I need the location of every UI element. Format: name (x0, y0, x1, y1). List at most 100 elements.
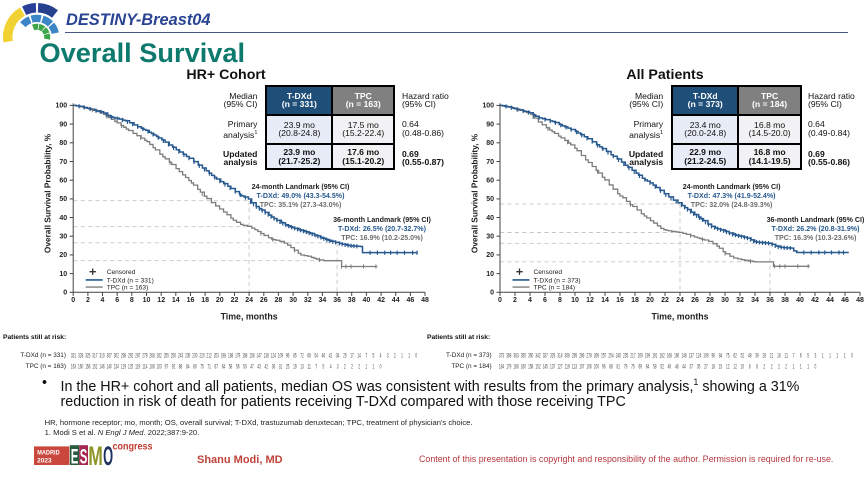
svg-text:40: 40 (59, 215, 67, 222)
svg-text:113: 113 (572, 364, 578, 370)
svg-text:254: 254 (608, 353, 614, 359)
svg-text:64: 64 (222, 364, 226, 370)
svg-text:230: 230 (192, 353, 198, 359)
svg-text:88: 88 (609, 364, 613, 370)
svg-text:34: 34 (319, 297, 327, 304)
svg-text:109: 109 (703, 353, 709, 359)
svg-text:10: 10 (143, 297, 151, 304)
svg-text:48: 48 (675, 364, 679, 370)
svg-text:2: 2 (771, 364, 773, 370)
svg-text:75: 75 (200, 364, 204, 370)
svg-text:137: 137 (689, 353, 695, 359)
svg-text:79: 79 (624, 364, 628, 370)
svg-text:67: 67 (215, 364, 219, 370)
svg-text:20: 20 (59, 252, 67, 259)
svg-text:36: 36 (766, 297, 774, 304)
svg-text:160: 160 (78, 364, 84, 370)
svg-text:62: 62 (733, 353, 737, 359)
svg-text:337: 337 (543, 353, 549, 359)
svg-text:7: 7 (793, 353, 795, 359)
svg-text:48: 48 (421, 297, 429, 304)
svg-text:7: 7 (365, 353, 367, 359)
svg-text:S: S (80, 445, 88, 468)
svg-text:317: 317 (92, 353, 98, 359)
svg-text:217: 217 (630, 353, 636, 359)
svg-text:179: 179 (506, 364, 512, 370)
svg-text:6: 6 (800, 353, 802, 359)
svg-text:42: 42 (265, 364, 269, 370)
svg-text:0: 0 (380, 364, 382, 370)
svg-text:107: 107 (579, 364, 585, 370)
svg-text:11: 11 (785, 353, 789, 359)
svg-text:2: 2 (394, 353, 396, 359)
svg-text:137: 137 (550, 364, 556, 370)
svg-text:Time, months: Time, months (221, 312, 278, 322)
svg-text:20: 20 (646, 297, 654, 304)
svg-text:38: 38 (348, 297, 356, 304)
svg-text:17: 17 (350, 353, 354, 359)
svg-text:145: 145 (543, 364, 549, 370)
svg-text:30: 30 (289, 297, 297, 304)
svg-text:168: 168 (242, 353, 248, 359)
svg-text:90: 90 (486, 121, 494, 128)
svg-text:1: 1 (793, 364, 795, 370)
svg-text:0: 0 (71, 297, 75, 304)
svg-text:M: M (88, 441, 103, 471)
svg-text:240: 240 (616, 353, 622, 359)
svg-text:5: 5 (323, 364, 325, 370)
svg-text:80: 80 (193, 364, 197, 370)
svg-text:1: 1 (401, 353, 403, 359)
svg-text:119: 119 (565, 364, 571, 370)
svg-text:96: 96 (602, 364, 606, 370)
svg-text:160: 160 (521, 364, 527, 370)
svg-text:20: 20 (486, 252, 494, 259)
svg-text:88: 88 (179, 364, 183, 370)
svg-text:38: 38 (781, 297, 789, 304)
svg-text:34: 34 (751, 297, 759, 304)
svg-text:198: 198 (221, 353, 227, 359)
svg-text:152: 152 (92, 364, 98, 370)
svg-text:298: 298 (121, 353, 127, 359)
svg-text:50: 50 (243, 364, 247, 370)
svg-text:48: 48 (748, 353, 752, 359)
svg-text:1: 1 (807, 364, 809, 370)
svg-text:46: 46 (407, 297, 415, 304)
svg-text:6: 6 (756, 364, 758, 370)
svg-text:158: 158 (85, 364, 91, 370)
svg-text:52: 52 (741, 353, 745, 359)
svg-text:75: 75 (631, 364, 635, 370)
svg-text:100: 100 (594, 364, 600, 370)
svg-text:235: 235 (623, 353, 629, 359)
svg-text:307: 307 (107, 353, 113, 359)
svg-text:182: 182 (660, 353, 666, 359)
svg-text:16: 16 (187, 297, 195, 304)
svg-text:10: 10 (741, 364, 745, 370)
svg-text:47: 47 (250, 364, 254, 370)
svg-text:54: 54 (315, 353, 319, 359)
svg-text:92: 92 (172, 364, 176, 370)
svg-text:13: 13 (300, 364, 304, 370)
svg-text:1: 1 (836, 353, 838, 359)
svg-text:58: 58 (653, 364, 657, 370)
svg-text:97: 97 (165, 364, 169, 370)
svg-text:18: 18 (777, 353, 781, 359)
svg-text:30: 30 (486, 234, 494, 241)
svg-text:2: 2 (86, 297, 90, 304)
svg-text:E: E (71, 445, 79, 468)
svg-text:44: 44 (682, 364, 686, 370)
svg-text:1: 1 (829, 353, 831, 359)
svg-text:125: 125 (128, 364, 134, 370)
svg-text:373: 373 (499, 353, 505, 359)
svg-text:220: 220 (199, 353, 205, 359)
svg-text:70: 70 (486, 159, 494, 166)
svg-text:10: 10 (571, 297, 579, 304)
svg-text:5: 5 (373, 353, 375, 359)
svg-text:355: 355 (521, 353, 527, 359)
svg-text:TPC (n = 163): TPC (n = 163) (107, 285, 149, 292)
svg-text:68: 68 (307, 353, 311, 359)
svg-text:0: 0 (63, 290, 67, 297)
svg-text:1: 1 (365, 364, 367, 370)
svg-text:2: 2 (351, 364, 353, 370)
svg-text:124: 124 (696, 353, 702, 359)
svg-text:257: 257 (601, 353, 607, 359)
